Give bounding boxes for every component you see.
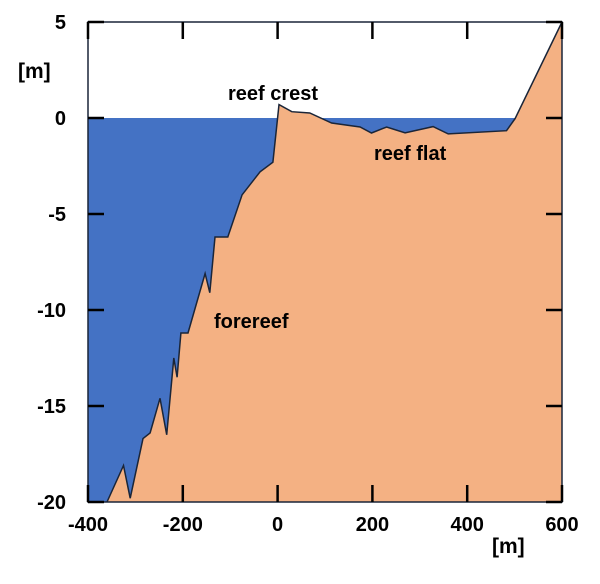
reef-area bbox=[106, 22, 563, 502]
reef-profile-line bbox=[106, 21, 563, 503]
y-tick-label: 5 bbox=[55, 12, 66, 34]
plot-frame bbox=[87, 21, 563, 503]
y-tick-label: -15 bbox=[37, 396, 66, 418]
y-tick-label: -5 bbox=[48, 204, 66, 226]
annotation-forereef: forereef bbox=[214, 311, 289, 333]
y-axis-label: [m] bbox=[18, 60, 51, 83]
annotation-reef-flat: reef flat bbox=[374, 143, 447, 165]
x-tick-label: 0 bbox=[272, 514, 283, 536]
y-tick-label: 0 bbox=[55, 108, 66, 130]
y-tick-label: -20 bbox=[37, 492, 66, 514]
x-tick-label: -200 bbox=[163, 514, 203, 536]
x-tick-label: 200 bbox=[356, 514, 389, 536]
x-tick-label: 600 bbox=[545, 514, 578, 536]
x-tick-label: 400 bbox=[451, 514, 484, 536]
x-axis-label: [m] bbox=[492, 535, 525, 558]
plot-area: 5 0 -5 -10 -15 -20-400 -200 0 200 400 600 bbox=[37, 12, 579, 536]
x-tick-label: -400 bbox=[68, 514, 108, 536]
annotation-reef-crest: reef crest bbox=[228, 83, 318, 105]
y-tick-label: -10 bbox=[37, 300, 66, 322]
